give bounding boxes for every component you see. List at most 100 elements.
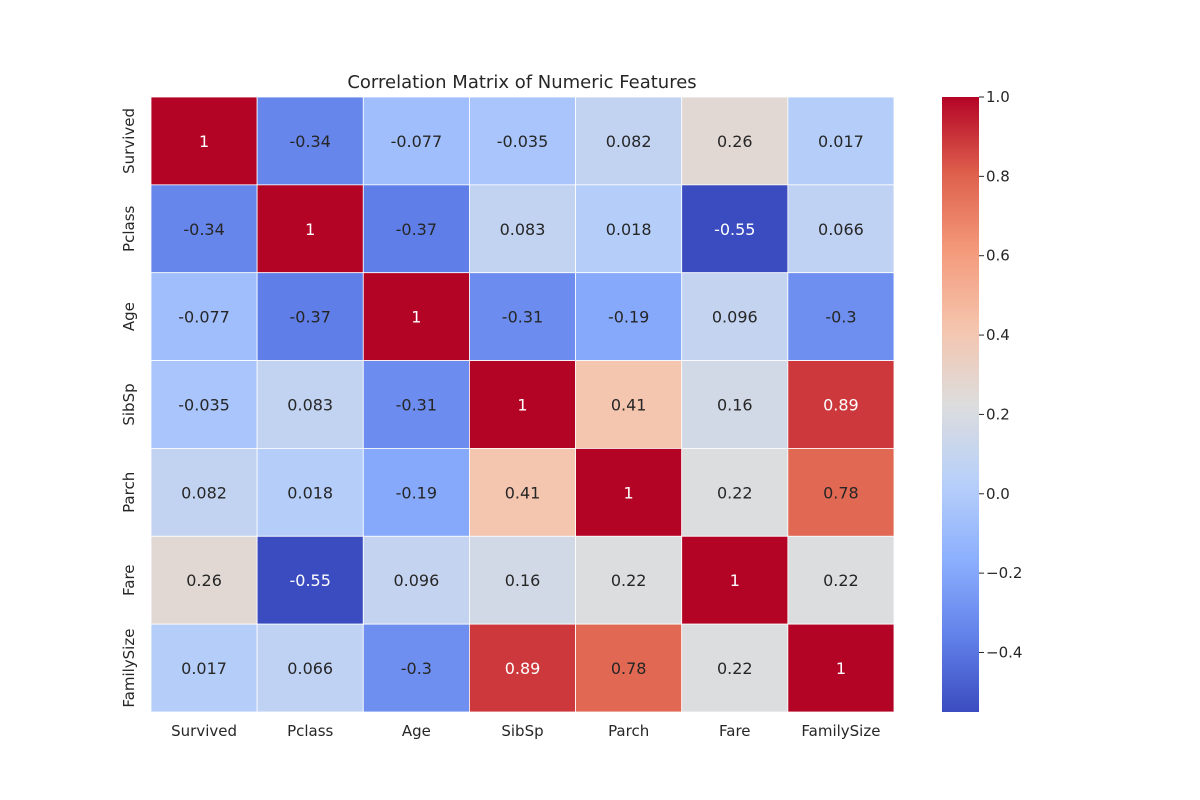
x-axis-ticks: Survived Pclass Age SibSp Parch Fare FamilySiz… [171,722,880,740]
y-axis-ticks: Survived Pclass Age SibSp Parch Fare FamilySiz… [120,108,138,708]
cell-label-sibsp-survived: -0.035 [178,396,230,415]
heatmap-cell-fare-pclass [256,535,364,625]
cell-label-sibsp-age: -0.31 [396,396,437,415]
cell-label-familysize-familysize: 1 [836,659,846,678]
heatmap-cell-sibsp-sibsp [469,360,576,449]
heatmap-cell-survived-age [362,96,470,186]
heatmap-cell-age-survived [150,272,258,361]
cell-label-pclass-sibsp: 0.083 [500,220,546,239]
x-tick-label-pclass: Pclass [287,722,333,740]
y-tick-label-familysize: FamilySize [120,629,138,708]
heatmap-cell-fare-sibsp [469,535,576,625]
colorbar-ticks: 1.0 0.8 0.6 0.4 0.2 0.0 −0.2 −0.4 [979,88,1022,661]
colorbar-tick-label: −0.4 [986,643,1022,661]
cell-label-fare-fare: 1 [730,571,740,590]
cell-label-sibsp-sibsp: 1 [517,396,527,415]
cell-label-parch-fare: 0.22 [717,483,753,502]
x-tick-label-age: Age [402,722,431,740]
heatmap-cell-fare-familysize [787,535,895,625]
cell-label-sibsp-fare: 0.16 [717,396,753,415]
cell-label-fare-survived: 0.26 [186,571,222,590]
heatmap-cell-sibsp-pclass [256,360,364,449]
heatmap-cell-familysize-sibsp [469,623,576,713]
cell-label-pclass-parch: 0.018 [606,220,652,239]
y-tick-label-survived: Survived [120,108,138,174]
x-tick-label-parch: Parch [608,722,649,740]
cell-label-familysize-pclass: 0.066 [287,659,333,678]
heatmap-cell-pclass-fare [681,184,789,274]
heatmap-cell-survived-fare [681,96,789,186]
heatmap-cell-familysize-parch [575,623,683,713]
cell-label-survived-sibsp: -0.035 [497,132,549,151]
cell-label-age-age: 1 [411,308,421,327]
cell-label-sibsp-parch: 0.41 [611,396,647,415]
colorbar-tick-label: 1.0 [986,88,1010,106]
heatmap-cell-age-age [362,272,470,361]
cell-label-parch-survived: 0.082 [181,483,227,502]
heatmap-cells: 1 -0.34 -0.077 -0.035 0.082 0.26 0.017 -0.34 1 -0… [150,96,895,713]
cell-label-survived-familysize: 0.017 [818,132,864,151]
colorbar-tick-label: 0.0 [986,485,1010,503]
chart-title: Correlation Matrix of Numeric Features [347,72,696,93]
cell-label-pclass-age: -0.37 [396,220,437,239]
heatmap-cell-parch-age [362,448,470,537]
cell-label-parch-familysize: 0.78 [823,483,859,502]
heatmap-cell-survived-parch [575,96,683,186]
colorbar-tick-label: −0.2 [986,564,1022,582]
cell-label-familysize-survived: 0.017 [181,659,227,678]
heatmap-cell-survived-survived [150,96,258,186]
heatmap-cell-familysize-familysize [787,623,895,713]
colorbar-tick-label: 0.2 [986,405,1010,423]
heatmap-cell-pclass-parch [575,184,683,274]
heatmap-cell-age-pclass [256,272,364,361]
y-tick-label-fare: Fare [120,564,138,596]
cell-label-familysize-sibsp: 0.89 [505,659,541,678]
colorbar [942,97,979,712]
heatmap-cell-sibsp-familysize [787,360,895,449]
cell-label-survived-pclass: -0.34 [290,132,331,151]
cell-label-age-survived: -0.077 [178,308,230,327]
cell-label-fare-sibsp: 0.16 [505,571,541,590]
cell-label-parch-pclass: 0.018 [287,483,333,502]
cell-label-age-familysize: -0.3 [825,308,856,327]
cell-label-age-pclass: -0.37 [290,308,331,327]
heatmap-cell-age-familysize [787,272,895,361]
heatmap-cell-pclass-age [362,184,470,274]
cell-label-survived-fare: 0.26 [717,132,753,151]
y-tick-label-pclass: Pclass [120,205,138,251]
heatmap-cell-fare-parch [575,535,683,625]
cell-label-sibsp-familysize: 0.89 [823,396,859,415]
cell-label-parch-age: -0.19 [396,483,437,502]
heatmap-cell-pclass-familysize [787,184,895,274]
y-tick-label-age: Age [120,302,138,331]
x-tick-label-familysize: FamilySize [801,722,880,740]
heatmap-cell-fare-age [362,535,470,625]
cell-label-parch-parch: 1 [624,483,634,502]
cell-label-survived-parch: 0.082 [606,132,652,151]
cell-label-survived-survived: 1 [199,132,209,151]
colorbar-tick-label: 0.6 [986,247,1010,265]
cell-label-familysize-parch: 0.78 [611,659,647,678]
y-tick-label-sibsp: SibSp [120,383,138,425]
heatmap-cell-familysize-survived [150,623,258,713]
heatmap-cell-familysize-fare [681,623,789,713]
heatmap-cell-survived-sibsp [469,96,576,186]
colorbar-tick-label: 0.4 [986,326,1010,344]
x-tick-label-fare: Fare [719,722,751,740]
colorbar-tick-label: 0.8 [986,167,1010,185]
cell-label-fare-age: 0.096 [393,571,439,590]
x-tick-label-survived: Survived [171,722,237,740]
cell-label-pclass-survived: -0.34 [183,220,224,239]
cell-label-parch-sibsp: 0.41 [505,483,541,502]
heatmap-cell-sibsp-survived [150,360,258,449]
heatmap-cell-parch-survived [150,448,258,537]
cell-label-age-parch: -0.19 [608,308,649,327]
cell-label-fare-parch: 0.22 [611,571,647,590]
cell-label-fare-familysize: 0.22 [823,571,859,590]
cell-label-familysize-age: -0.3 [401,659,432,678]
cell-label-age-fare: 0.096 [712,308,758,327]
heatmap-cell-sibsp-fare [681,360,789,449]
cell-label-pclass-fare: -0.55 [714,220,755,239]
heatmap-cell-survived-pclass [256,96,364,186]
